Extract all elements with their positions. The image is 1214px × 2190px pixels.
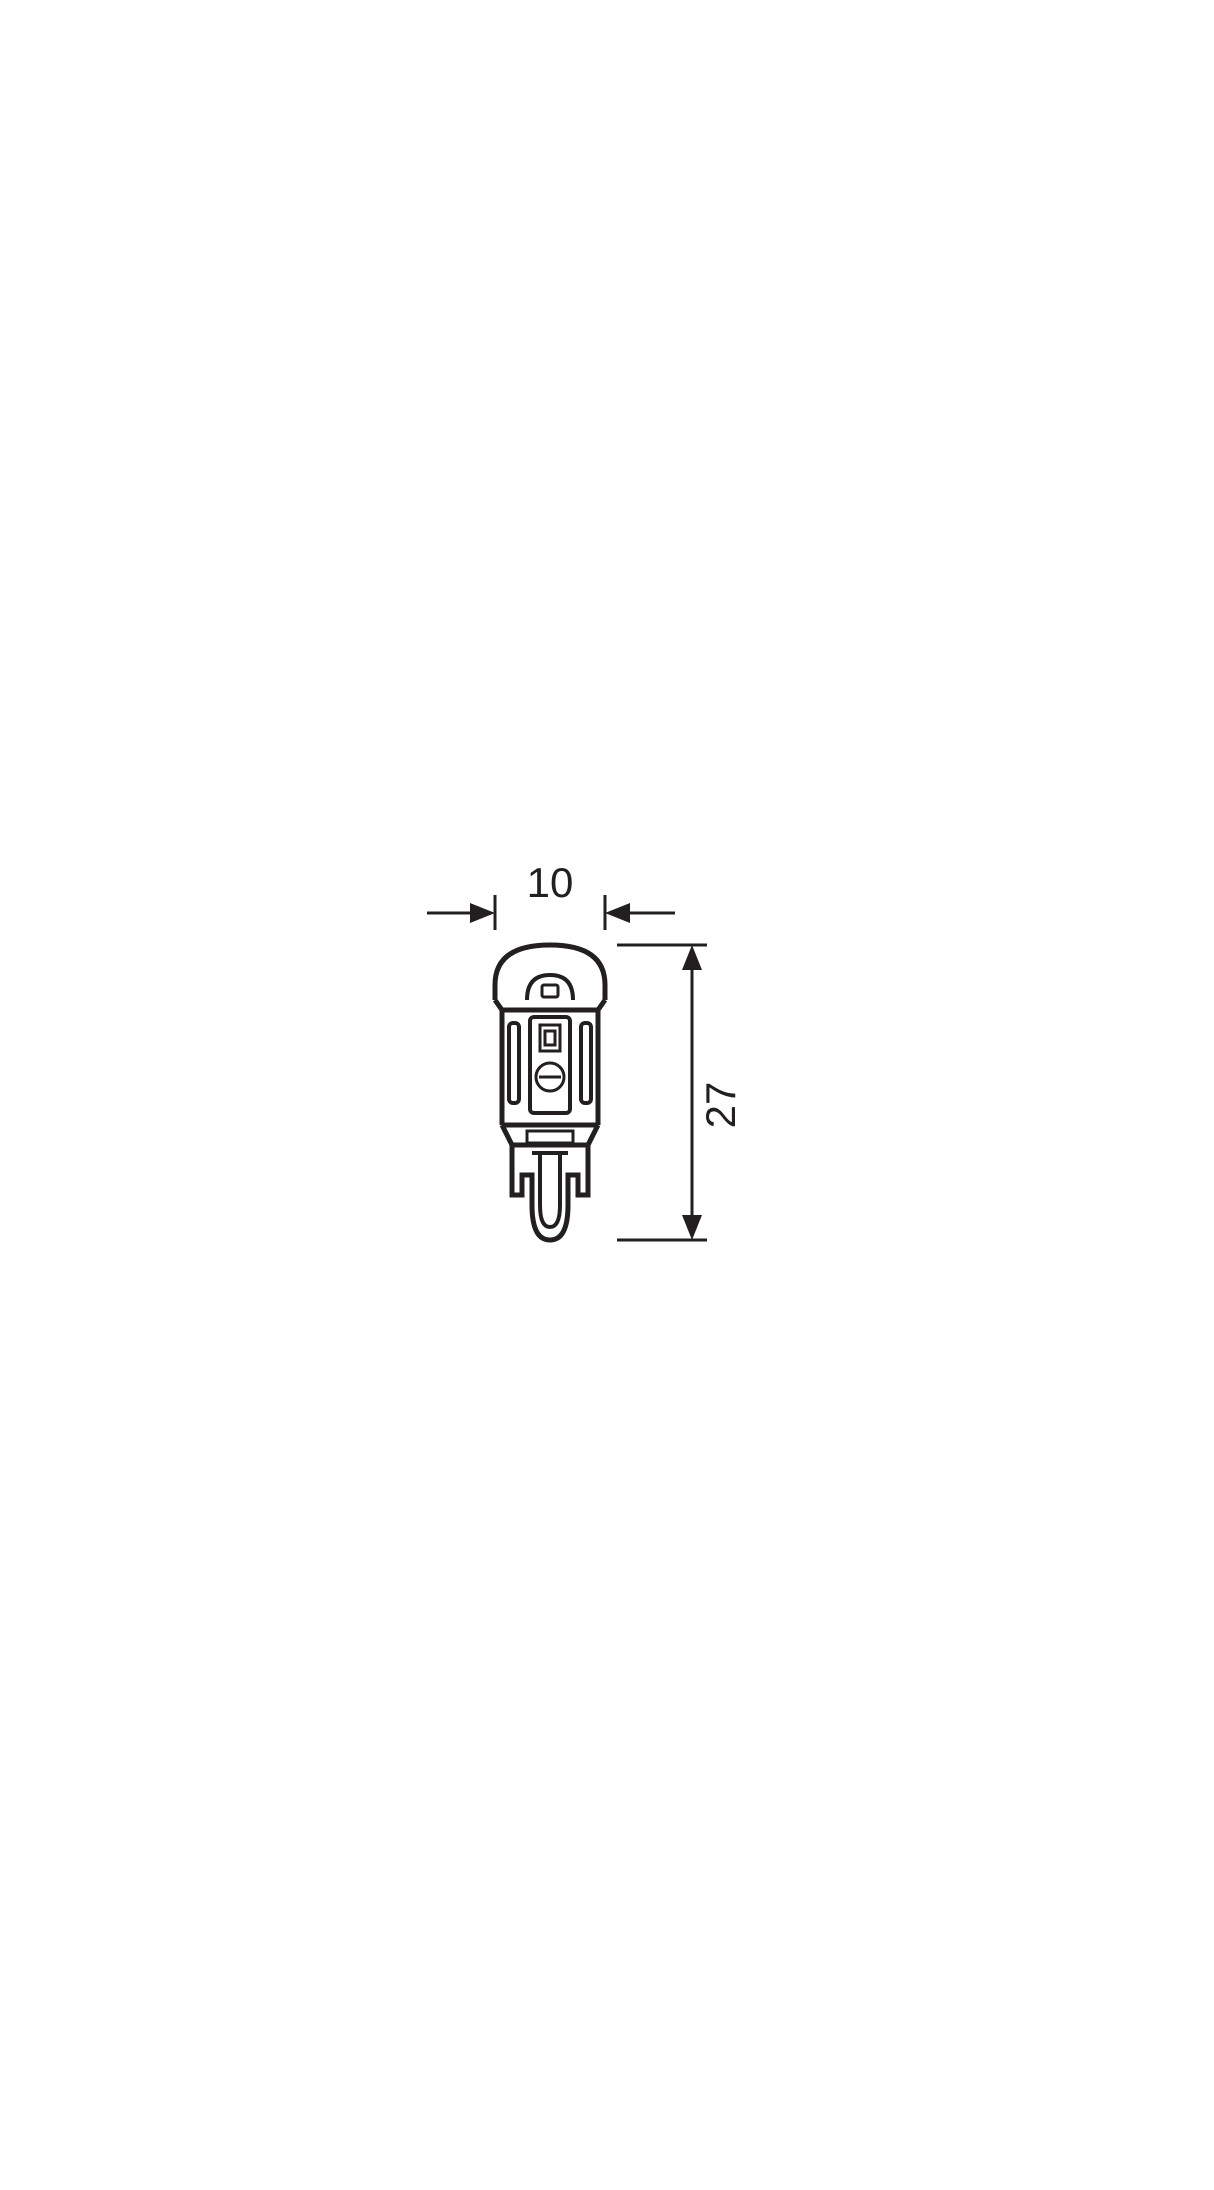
height-dimension: 27: [617, 945, 744, 1240]
bulb-body: [495, 945, 605, 1240]
width-label: 10: [527, 859, 574, 906]
width-dimension: 10: [427, 859, 675, 930]
bulb-diagram-svg: 10 27: [357, 845, 857, 1345]
height-label: 27: [697, 1082, 744, 1129]
technical-drawing: 10 27: [357, 845, 857, 1345]
